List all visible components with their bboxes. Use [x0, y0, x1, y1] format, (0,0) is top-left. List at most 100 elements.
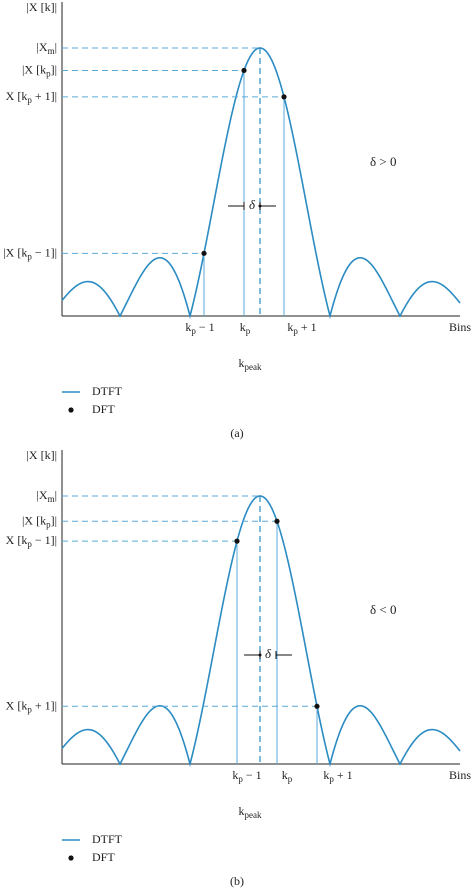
- level-label-part: − 1]|: [32, 245, 57, 259]
- level-label: X [kp + 1]|: [6, 89, 57, 105]
- legend-label: DFT: [92, 402, 115, 416]
- dft-point: [281, 94, 287, 100]
- level-label: |X [kp]|: [22, 62, 57, 78]
- delta-dot: [258, 204, 262, 208]
- delta-label-part: δ: [265, 646, 272, 661]
- level-label-part: + 1]|: [32, 89, 57, 103]
- legend-label-part: DFT: [92, 850, 115, 864]
- bin-label-sub: p: [288, 774, 293, 784]
- level-label-sub: p: [46, 519, 51, 529]
- level-label-part: X [k: [6, 89, 28, 103]
- level-label-sub: p: [27, 95, 32, 105]
- delta-note: δ < 0: [370, 602, 396, 617]
- bin-label-sub: p: [238, 774, 243, 784]
- bin-label-sub: p: [329, 774, 334, 784]
- peak-label: kpeak: [239, 356, 262, 372]
- bin-label: kp − 1: [232, 768, 261, 784]
- dft-point: [274, 518, 280, 524]
- level-label-part: X [k: [6, 533, 28, 547]
- delta-label: δ: [249, 197, 256, 212]
- delta-label-part: δ: [249, 197, 256, 212]
- x-axis-label: Bins: [449, 320, 471, 334]
- level-label: |Xm|: [37, 40, 58, 56]
- dft-point: [314, 703, 320, 709]
- peak-label-sub: peak: [245, 362, 262, 372]
- x-axis-label-part: Bins: [449, 320, 471, 334]
- level-label-part: ]|: [51, 62, 57, 76]
- level-label: |Xm|: [37, 488, 58, 504]
- legend-label: DTFT: [92, 832, 123, 846]
- legend-label: DFT: [92, 850, 115, 864]
- level-label-part: − 1]|: [32, 533, 57, 547]
- x-axis-label: Bins: [449, 768, 471, 782]
- dft-point: [234, 538, 240, 544]
- legend-label-part: DTFT: [92, 384, 123, 398]
- peak-label-sub: peak: [245, 810, 262, 820]
- y-axis-label: |X [k]|: [27, 0, 57, 14]
- bin-label-part: + 1: [298, 320, 317, 334]
- legend-label-part: DTFT: [92, 832, 123, 846]
- level-label-sub: p: [27, 539, 32, 549]
- level-label-part: ]|: [51, 513, 57, 527]
- panel: [61, 2, 461, 413]
- bin-label-part: k: [323, 768, 329, 782]
- bin-label: kp: [282, 768, 293, 784]
- delta-dot: [258, 653, 262, 657]
- caption-part: (b): [230, 874, 244, 888]
- bin-label-part: − 1: [196, 320, 215, 334]
- caption-part: (a): [230, 426, 243, 440]
- y-axis-label-part: |X [k]|: [27, 448, 57, 462]
- level-label: X [kp − 1]|: [6, 533, 57, 549]
- dtft-curve: [61, 495, 461, 768]
- legend-label-part: DFT: [92, 402, 115, 416]
- level-label-sub: p: [46, 69, 51, 79]
- delta-label: δ: [265, 646, 272, 661]
- delta-note: δ > 0: [370, 154, 396, 169]
- legend-label: DTFT: [92, 384, 123, 398]
- level-label-part: X [k: [6, 698, 28, 712]
- level-label-part: |X [k: [22, 513, 46, 527]
- dft-point: [201, 250, 207, 256]
- level-label-part: |X [k: [22, 62, 46, 76]
- level-label: |X [kp − 1]|: [3, 245, 57, 261]
- level-label-part: |X: [37, 40, 48, 54]
- bin-label-sub: p: [293, 326, 298, 336]
- level-label: |X [kp]|: [22, 513, 57, 529]
- dft-point: [241, 67, 247, 74]
- bin-label: kp: [240, 320, 251, 336]
- bin-label-part: k: [282, 768, 288, 782]
- level-label-part: |: [55, 40, 57, 54]
- delta-note-part: δ < 0: [370, 602, 396, 617]
- bin-label-part: k: [240, 320, 246, 334]
- x-axis-label-part: Bins: [449, 768, 471, 782]
- dtft-curve: [61, 47, 461, 320]
- level-label-sub: p: [27, 704, 32, 714]
- legend-dot: [68, 855, 74, 861]
- bin-label: kp + 1: [323, 768, 352, 784]
- caption: (b): [230, 874, 244, 888]
- level-label-sub: m: [48, 494, 55, 504]
- peak-label: kpeak: [239, 804, 262, 820]
- peak-label-part: k: [239, 804, 245, 818]
- legend-dot: [68, 407, 74, 413]
- bin-label-part: k: [232, 768, 238, 782]
- bin-label-sub: p: [191, 326, 196, 336]
- level-label-part: |X: [37, 488, 48, 502]
- bin-label: kp + 1: [287, 320, 316, 336]
- bin-label-part: − 1: [243, 768, 262, 782]
- level-label-sub: m: [48, 46, 55, 56]
- bin-label: kp − 1: [185, 320, 214, 336]
- level-label-sub: p: [27, 251, 32, 261]
- bin-label-part: + 1: [334, 768, 353, 782]
- level-label: X [kp + 1]|: [6, 698, 57, 714]
- panel: [61, 450, 461, 861]
- bin-label-sub: p: [246, 326, 251, 336]
- caption: (a): [230, 426, 243, 440]
- level-label-part: |X [k: [3, 245, 27, 259]
- y-axis-label: |X [k]|: [27, 448, 57, 462]
- bin-label-part: k: [185, 320, 191, 334]
- peak-label-part: k: [239, 356, 245, 370]
- level-label-part: |: [55, 488, 57, 502]
- delta-note-part: δ > 0: [370, 154, 396, 169]
